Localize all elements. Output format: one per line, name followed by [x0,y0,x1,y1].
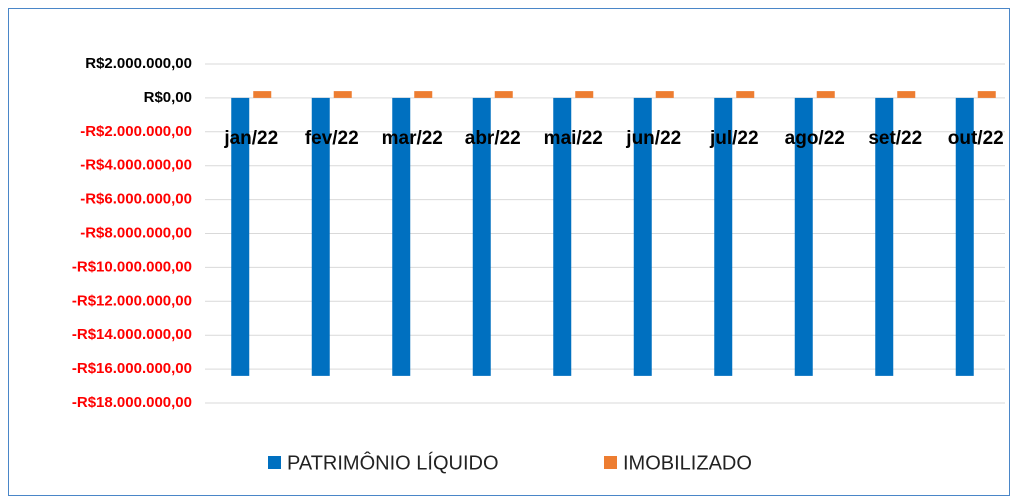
y-tick-label: -R$18.000.000,00 [72,394,192,411]
bar [816,91,835,98]
chart-border [8,8,1010,496]
bar [553,97,572,376]
bar [414,91,433,98]
y-tick-label: R$0,00 [144,89,192,106]
bar [655,91,674,98]
bar [231,97,250,376]
x-tick-label: mar/22 [382,128,443,149]
x-tick-label: jun/22 [625,128,681,149]
y-tick-label: -R$4.000.000,00 [80,157,192,174]
bar [714,97,733,376]
y-tick-label: -R$14.000.000,00 [72,326,192,343]
y-tick-label: -R$2.000.000,00 [80,123,192,140]
y-tick-label: R$2.000.000,00 [85,55,192,72]
bar [494,91,513,98]
bar [897,91,916,98]
bar [392,97,411,376]
bar [736,91,755,98]
bar [955,97,974,376]
bar [794,97,813,376]
x-tick-label: jan/22 [223,128,278,149]
x-tick-label: jul/22 [709,128,759,149]
x-tick-label: abr/22 [465,128,521,149]
bar [875,97,894,376]
bar [311,97,330,376]
bar [575,91,594,98]
y-tick-label: -R$6.000.000,00 [80,191,192,208]
legend-label: PATRIMÔNIO LÍQUIDO [287,451,499,474]
bar [253,91,272,98]
x-tick-label: fev/22 [305,128,359,149]
legend-swatch [604,456,617,469]
y-tick-label: -R$8.000.000,00 [80,224,192,241]
bar [977,91,996,98]
y-tick-label: -R$16.000.000,00 [72,360,192,377]
x-tick-label: mai/22 [544,128,603,149]
x-tick-label: set/22 [868,128,922,149]
x-tick-label: out/22 [948,128,1004,149]
bar [333,91,352,98]
bar [633,97,652,376]
x-tick-label: ago/22 [785,128,845,149]
legend-swatch [268,456,281,469]
bar [472,97,491,376]
y-tick-label: -R$12.000.000,00 [72,292,192,309]
legend-label: IMOBILIZADO [623,452,752,474]
y-tick-label: -R$10.000.000,00 [72,258,192,275]
